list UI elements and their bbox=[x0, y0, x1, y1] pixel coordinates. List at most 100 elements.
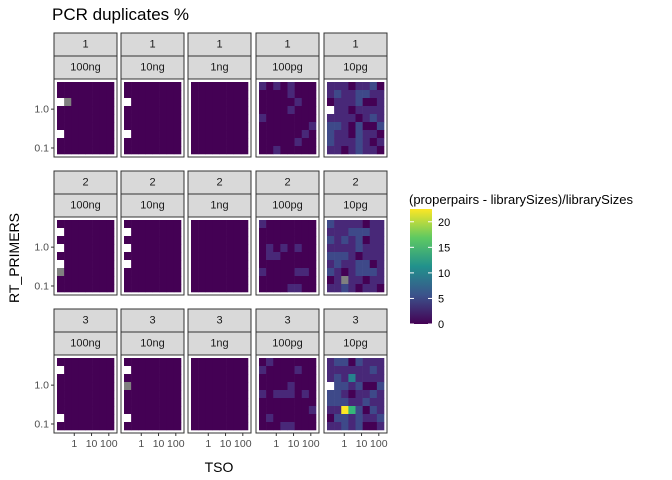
heatmap-tile bbox=[280, 268, 288, 277]
heatmap-tile bbox=[92, 276, 101, 285]
heatmap-tile bbox=[152, 130, 160, 139]
heatmap-tile bbox=[348, 382, 356, 391]
heatmap-tile bbox=[212, 228, 220, 237]
heatmap-tile bbox=[198, 106, 206, 115]
heatmap-tile bbox=[362, 284, 371, 293]
y-tick-label: 1.0 bbox=[34, 380, 49, 392]
heatmap-tile bbox=[334, 366, 342, 375]
panel-border bbox=[255, 78, 320, 158]
heatmap-tile bbox=[212, 138, 220, 147]
heatmap-tile bbox=[308, 138, 317, 147]
heatmap-tile bbox=[280, 366, 288, 375]
heatmap-tile bbox=[99, 146, 108, 155]
heatmap-tile bbox=[152, 82, 160, 91]
heatmap-tile bbox=[287, 244, 295, 253]
heatmap-tile bbox=[355, 82, 363, 91]
heatmap-tile bbox=[226, 138, 235, 147]
heatmap-tile bbox=[273, 374, 281, 383]
heatmap-tile bbox=[280, 382, 288, 391]
heatmap-tile bbox=[106, 276, 115, 285]
heatmap-tile bbox=[57, 82, 65, 91]
heatmap-tile bbox=[233, 98, 242, 107]
heatmap-tile bbox=[106, 252, 115, 261]
heatmap-tile bbox=[233, 220, 242, 229]
heatmap-tile bbox=[355, 220, 363, 229]
heatmap-tile bbox=[138, 406, 146, 415]
heatmap-tile bbox=[280, 146, 288, 155]
facet-strip-col-label: 10pg bbox=[343, 200, 367, 212]
heatmap-tile bbox=[355, 90, 363, 99]
heatmap-tile bbox=[308, 106, 317, 115]
heatmap-tile bbox=[348, 390, 356, 399]
heatmap-tile bbox=[205, 106, 213, 115]
heatmap-tile bbox=[71, 414, 79, 423]
heatmap-tile bbox=[219, 82, 227, 91]
heatmap-tile bbox=[348, 366, 356, 375]
heatmap-tile bbox=[376, 414, 385, 423]
heatmap-tile bbox=[219, 228, 227, 237]
heatmap-tile bbox=[233, 276, 242, 285]
heatmap-tile bbox=[145, 390, 153, 399]
heatmap-tile bbox=[376, 114, 385, 123]
heatmap-tile bbox=[124, 276, 132, 285]
heatmap-tile bbox=[287, 398, 295, 407]
heatmap-tile bbox=[124, 244, 132, 253]
heatmap-tile bbox=[152, 244, 160, 253]
heatmap-tile bbox=[287, 276, 295, 285]
x-tick-label: 100 bbox=[234, 438, 252, 450]
heatmap-tile bbox=[334, 390, 342, 399]
heatmap-tile bbox=[362, 106, 371, 115]
heatmap-tile bbox=[71, 252, 79, 261]
heatmap-tile bbox=[57, 390, 65, 399]
heatmap-tile bbox=[92, 138, 101, 147]
heatmap-tile bbox=[376, 244, 385, 253]
heatmap-tile bbox=[124, 130, 132, 139]
heatmap-tile bbox=[131, 382, 139, 391]
heatmap-tile bbox=[64, 90, 72, 99]
heatmap-tile bbox=[327, 390, 335, 399]
heatmap-tile bbox=[198, 90, 206, 99]
heatmap-tile bbox=[198, 220, 206, 229]
x-tick-label: 100 bbox=[100, 438, 118, 450]
heatmap-tile bbox=[131, 268, 139, 277]
heatmap-tile bbox=[99, 244, 108, 253]
heatmap-tile bbox=[280, 106, 288, 115]
heatmap-tile bbox=[71, 398, 79, 407]
heatmap-tile bbox=[71, 382, 79, 391]
heatmap-tile bbox=[219, 406, 227, 415]
heatmap-tile bbox=[301, 82, 310, 91]
heatmap-tile bbox=[226, 122, 235, 131]
heatmap-tile bbox=[348, 220, 356, 229]
heatmap-tile bbox=[308, 260, 317, 269]
heatmap-tile bbox=[106, 106, 115, 115]
heatmap-tile bbox=[124, 228, 132, 237]
heatmap-tile bbox=[64, 422, 72, 431]
heatmap-tile bbox=[294, 138, 303, 147]
heatmap-tile bbox=[273, 284, 281, 293]
heatmap-tile bbox=[145, 422, 153, 431]
heatmap-tile bbox=[308, 244, 317, 253]
heatmap-tile bbox=[341, 260, 349, 269]
heatmap-tile bbox=[376, 260, 385, 269]
heatmap-tile bbox=[191, 244, 199, 253]
heatmap-tile bbox=[362, 252, 371, 261]
heatmap-tile bbox=[152, 390, 160, 399]
heatmap-tile bbox=[355, 276, 363, 285]
heatmap-tile bbox=[348, 236, 356, 245]
heatmap-tile bbox=[219, 260, 227, 269]
heatmap-tile bbox=[191, 114, 199, 123]
heatmap-tile bbox=[355, 374, 363, 383]
heatmap-tile bbox=[362, 260, 371, 269]
heatmap-tile bbox=[124, 146, 132, 155]
heatmap-tile bbox=[287, 138, 295, 147]
heatmap-tile bbox=[124, 98, 132, 107]
heatmap-tile bbox=[259, 114, 267, 123]
heatmap-tile bbox=[191, 414, 199, 423]
heatmap-tile bbox=[226, 284, 235, 293]
heatmap-tile bbox=[226, 406, 235, 415]
facet-strip-col-label: 1ng bbox=[210, 62, 228, 74]
heatmap-tile bbox=[145, 260, 153, 269]
heatmap-tile bbox=[273, 260, 281, 269]
heatmap-tile bbox=[233, 374, 242, 383]
heatmap-tile bbox=[152, 138, 160, 147]
